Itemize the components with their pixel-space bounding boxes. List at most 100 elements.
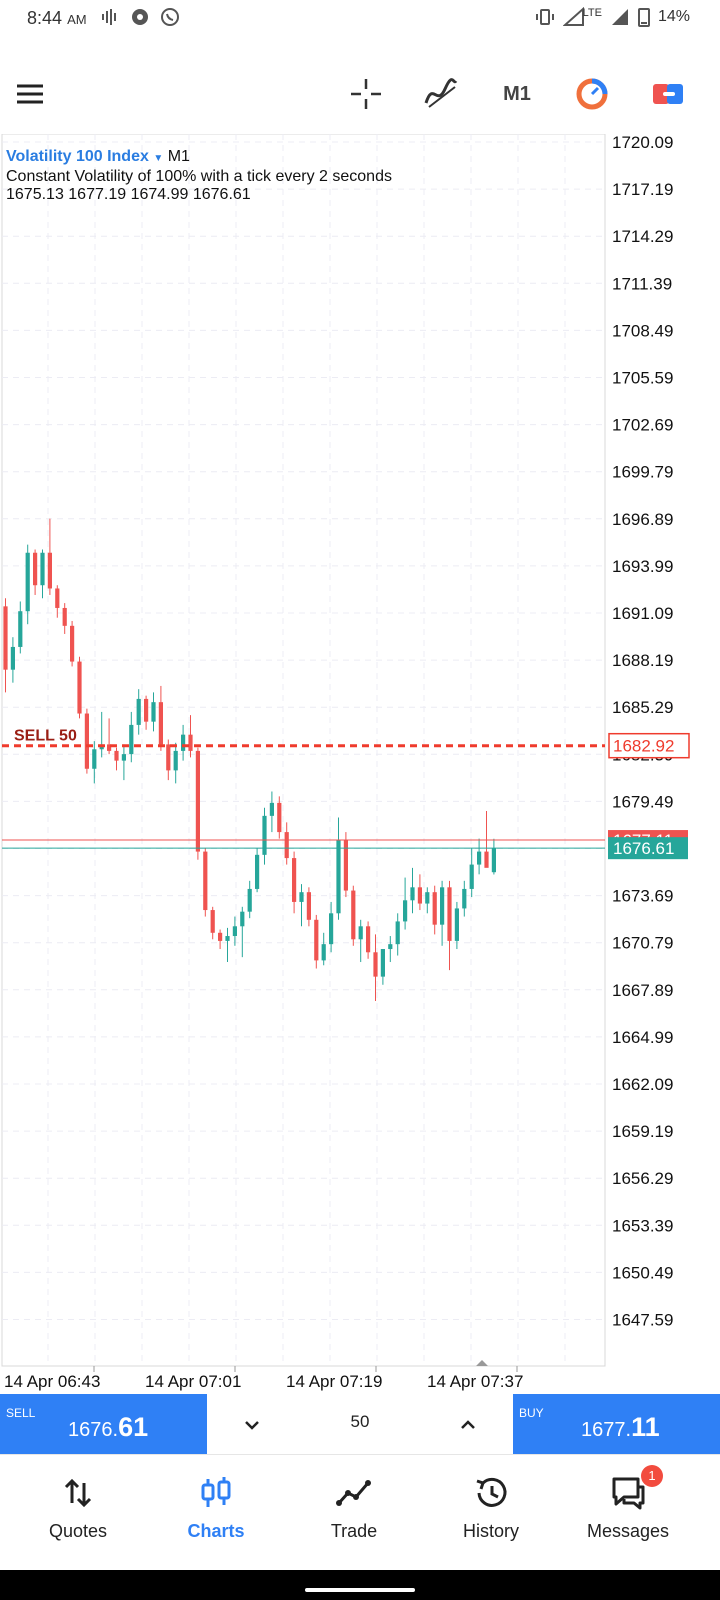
candle	[3, 598, 8, 693]
candle	[203, 848, 208, 917]
candle	[77, 656, 82, 719]
candle	[262, 807, 267, 865]
candle	[151, 692, 156, 732]
lot-increase-button[interactable]	[453, 1410, 483, 1440]
y-tick-label: 1667.89	[612, 981, 673, 1000]
candle-body	[62, 607, 67, 626]
crosshair-button[interactable]	[348, 74, 384, 114]
one-click-trading-button[interactable]	[574, 74, 610, 114]
candle-body	[447, 887, 452, 941]
timeframe-button[interactable]: M1	[503, 82, 531, 105]
y-tick-label: 1693.99	[612, 557, 673, 576]
x-tick-label: 14 Apr 06:43	[4, 1372, 100, 1391]
candle-body	[417, 887, 422, 904]
candle-body	[40, 552, 45, 586]
x-tick-label: 14 Apr 07:19	[286, 1372, 382, 1391]
candle-body	[77, 661, 82, 714]
order-price-tag-box	[608, 732, 690, 759]
nav-charts[interactable]: Charts	[146, 1455, 286, 1571]
candle	[306, 887, 311, 927]
y-tick-label: 1688.19	[612, 651, 673, 670]
sell-order-label: SELL 50	[14, 728, 77, 745]
nav-trade[interactable]: Trade	[284, 1455, 424, 1571]
buy-price-big: 11	[631, 1412, 660, 1442]
candle-body	[218, 932, 223, 941]
chat-icon	[612, 1477, 645, 1510]
trend-line-icon	[336, 1480, 371, 1506]
y-tick-label: 1673.69	[612, 887, 673, 906]
candle-body	[25, 552, 30, 612]
symbol-name[interactable]: Volatility 100 Index	[6, 148, 149, 165]
status-ampm: AM	[67, 12, 87, 27]
candle-body	[462, 888, 467, 909]
y-tick-label: 1711.39	[612, 274, 672, 293]
candle	[136, 689, 141, 735]
sell-label: SELL	[6, 1406, 36, 1420]
candle-body	[255, 854, 260, 889]
candle-body	[366, 926, 371, 953]
plot-frame	[1, 134, 606, 1367]
candle	[484, 810, 489, 868]
candle	[40, 549, 45, 599]
indicators-button[interactable]	[423, 74, 459, 114]
lot-selector: 50	[207, 1394, 513, 1454]
candle-body	[121, 754, 126, 761]
candle-body	[18, 611, 23, 647]
candle	[351, 885, 356, 946]
y-tick-label: 1664.99	[612, 1028, 673, 1047]
menu-button[interactable]	[14, 74, 46, 114]
home-indicator[interactable]	[305, 1588, 415, 1592]
messages-badge: 1	[641, 1465, 663, 1487]
y-tick-label: 1691.09	[612, 604, 673, 623]
candle-body	[299, 892, 304, 902]
candle-body	[336, 840, 341, 914]
candle-body	[277, 802, 282, 833]
candle	[321, 932, 326, 966]
candle-body	[240, 911, 245, 927]
symbol-dropdown-icon[interactable]: ▼	[153, 153, 164, 164]
y-tick-label: 1702.69	[612, 416, 673, 435]
trade-panel: SELL 1676.61 50 BUY 1677.11	[0, 1394, 720, 1454]
chevron-down-icon	[245, 1421, 259, 1430]
crosshair-icon	[351, 79, 381, 109]
candle	[255, 848, 260, 893]
lot-decrease-button[interactable]	[237, 1410, 267, 1440]
candlestick-chart[interactable]: 1720.09 1717.19 1714.29 1711.39 1708.49 1705.…	[0, 134, 720, 1394]
y-tick-label: 1714.29	[612, 227, 673, 246]
candle-body	[477, 851, 482, 865]
status-notification-icons	[100, 7, 180, 27]
candle	[336, 817, 341, 920]
new-order-button[interactable]	[650, 74, 686, 114]
y-tick-label: 1708.49	[612, 321, 673, 340]
candle	[314, 914, 319, 969]
nav-quotes[interactable]: Quotes	[8, 1455, 148, 1571]
candle	[121, 744, 126, 781]
nav-history[interactable]: History	[421, 1455, 561, 1571]
price-chart[interactable]: 1720.09 1717.19 1714.29 1711.39 1708.49 1705.…	[0, 134, 720, 1394]
buy-price: 1677.11	[581, 1412, 660, 1443]
sell-button[interactable]: SELL 1676.61	[0, 1394, 207, 1454]
sell-price-main: 1676.	[68, 1419, 119, 1441]
candle-body	[358, 926, 363, 940]
nav-messages[interactable]: 1 Messages	[558, 1455, 698, 1571]
buy-button[interactable]: BUY 1677.11	[513, 1394, 720, 1454]
candle-body	[114, 750, 119, 761]
candle-body	[92, 749, 97, 769]
candle-body	[432, 892, 437, 925]
candle	[469, 848, 474, 898]
candle-body	[144, 698, 149, 722]
y-tick-label: 1650.49	[612, 1263, 673, 1282]
y-tick-label: 1662.09	[612, 1075, 673, 1094]
chevron-up-icon	[461, 1420, 475, 1429]
lot-value[interactable]: 50	[350, 1412, 370, 1431]
candle	[440, 880, 445, 946]
bottom-navigation: Quotes Charts Trade History 1 Messages	[0, 1454, 720, 1570]
candle-body	[284, 832, 289, 859]
status-right-icons: LTE 14%	[535, 7, 690, 27]
candle-body	[343, 840, 348, 891]
candle	[388, 936, 393, 963]
order-icon	[653, 84, 683, 104]
candle	[232, 916, 237, 946]
candle-body	[188, 734, 193, 751]
candle	[343, 832, 348, 898]
